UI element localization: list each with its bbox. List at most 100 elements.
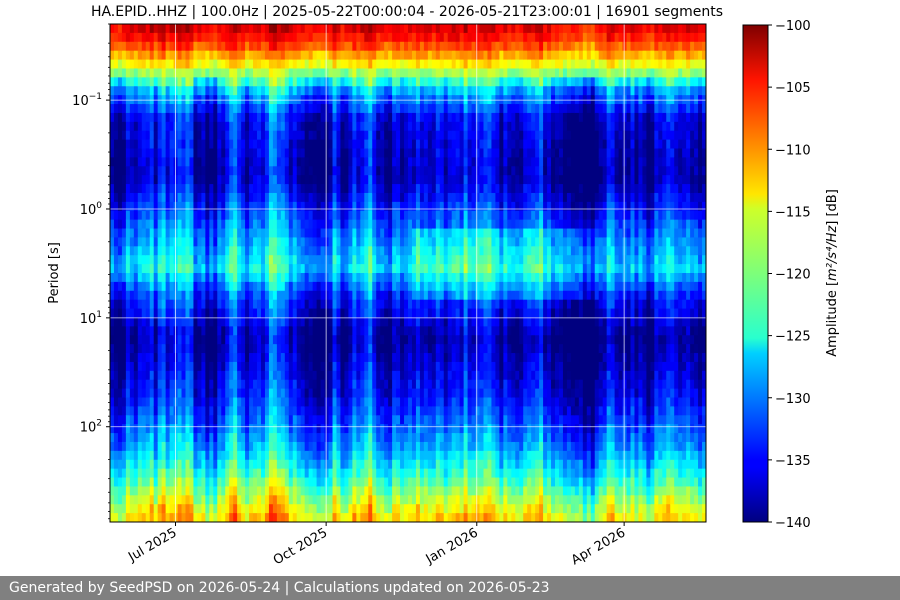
heatmap-cell xyxy=(455,495,461,505)
heatmap-cell xyxy=(272,317,278,327)
heatmap-cell xyxy=(141,468,147,479)
heatmap-cell xyxy=(332,24,338,34)
heatmap-cell xyxy=(415,77,421,87)
heatmap-cell xyxy=(304,299,310,310)
heatmap-cell xyxy=(209,353,214,363)
heatmap-cell xyxy=(169,379,175,390)
heatmap-cell xyxy=(181,228,187,239)
heatmap-cell xyxy=(272,219,278,230)
heatmap-cell xyxy=(145,495,151,505)
heatmap-cell xyxy=(368,246,373,256)
heatmap-cell xyxy=(364,441,369,452)
heatmap-cell xyxy=(324,353,330,363)
heatmap-cell xyxy=(125,201,131,212)
heatmap-cell xyxy=(221,59,226,70)
heatmap-cell xyxy=(137,219,143,230)
heatmap-cell xyxy=(229,433,234,443)
heatmap-cell xyxy=(463,41,469,52)
heatmap-cell xyxy=(348,32,353,43)
heatmap-cell xyxy=(439,361,445,372)
heatmap-cell xyxy=(169,344,175,354)
heatmap-cell xyxy=(233,415,238,425)
heatmap-cell xyxy=(193,450,199,461)
heatmap-cell xyxy=(431,361,437,372)
heatmap-cell xyxy=(336,308,342,319)
heatmap-cell xyxy=(245,495,250,505)
heatmap-cell xyxy=(396,112,401,123)
heatmap-cell xyxy=(149,255,155,265)
heatmap-cell xyxy=(415,201,421,212)
heatmap-cell xyxy=(404,121,409,132)
heatmap-cell xyxy=(145,50,151,61)
heatmap-cell xyxy=(411,513,417,522)
heatmap-cell xyxy=(328,228,334,239)
heatmap-cell xyxy=(364,237,369,247)
heatmap-cell xyxy=(360,433,365,443)
heatmap-cell xyxy=(125,112,131,123)
heatmap-cell xyxy=(157,486,163,496)
heatmap-cell xyxy=(368,477,373,488)
heatmap-cell xyxy=(439,201,445,212)
heatmap-cell xyxy=(419,290,425,301)
heatmap-cell xyxy=(217,184,222,194)
heatmap-cell xyxy=(435,219,441,230)
heatmap-cell xyxy=(431,513,437,522)
heatmap-cell xyxy=(356,255,361,265)
heatmap-cell xyxy=(260,24,266,34)
heatmap-cell xyxy=(217,379,222,390)
heatmap-cell xyxy=(141,68,147,78)
heatmap-cell xyxy=(197,299,202,310)
heatmap-cell xyxy=(312,326,318,336)
heatmap-cell xyxy=(133,175,139,185)
heatmap-cell xyxy=(260,361,266,372)
heatmap-cell xyxy=(392,504,397,514)
heatmap-cell xyxy=(209,397,214,407)
heatmap-cell xyxy=(376,335,381,345)
heatmap-cell xyxy=(408,299,413,310)
heatmap-cell xyxy=(435,121,441,132)
heatmap-cell xyxy=(229,77,234,87)
heatmap-cell xyxy=(443,41,449,52)
heatmap-cell xyxy=(356,326,361,336)
heatmap-cell xyxy=(205,246,210,256)
heatmap-cell xyxy=(276,353,282,363)
heatmap-cell xyxy=(419,361,425,372)
heatmap-cell xyxy=(396,513,401,522)
heatmap-cell xyxy=(137,504,143,514)
heatmap-cell xyxy=(320,388,326,399)
heatmap-cell xyxy=(427,504,433,514)
heatmap-cell xyxy=(324,433,330,443)
heatmap-cell xyxy=(292,219,298,230)
heatmap-cell xyxy=(141,255,147,265)
heatmap-cell xyxy=(372,308,377,319)
heatmap-cell xyxy=(435,299,441,310)
heatmap-cell xyxy=(340,24,346,34)
heatmap-cell xyxy=(332,41,338,52)
heatmap-cell xyxy=(320,273,326,283)
heatmap-cell xyxy=(241,59,246,70)
heatmap-cell xyxy=(185,41,191,52)
heatmap-cell xyxy=(177,308,183,319)
heatmap-cell xyxy=(443,121,449,132)
heatmap-cell xyxy=(443,406,449,416)
heatmap-cell xyxy=(197,255,202,265)
heatmap-cell xyxy=(221,353,226,363)
heatmap-cell xyxy=(260,415,266,425)
heatmap-cell xyxy=(332,353,338,363)
heatmap-cell xyxy=(419,477,425,488)
heatmap-cell xyxy=(364,210,369,221)
heatmap-cell xyxy=(404,370,409,381)
heatmap-cell xyxy=(169,139,175,150)
heatmap-cell xyxy=(340,397,346,407)
heatmap-cell xyxy=(304,139,310,150)
heatmap-cell xyxy=(153,237,159,247)
heatmap-cell xyxy=(439,184,445,194)
heatmap-cell xyxy=(165,290,171,301)
heatmap-cell xyxy=(129,441,135,452)
heatmap-cell xyxy=(133,468,139,479)
heatmap-cell xyxy=(137,32,143,43)
heatmap-cell xyxy=(435,166,441,176)
heatmap-cell xyxy=(427,201,433,212)
heatmap-cell xyxy=(165,255,171,265)
heatmap-cell xyxy=(177,228,183,239)
